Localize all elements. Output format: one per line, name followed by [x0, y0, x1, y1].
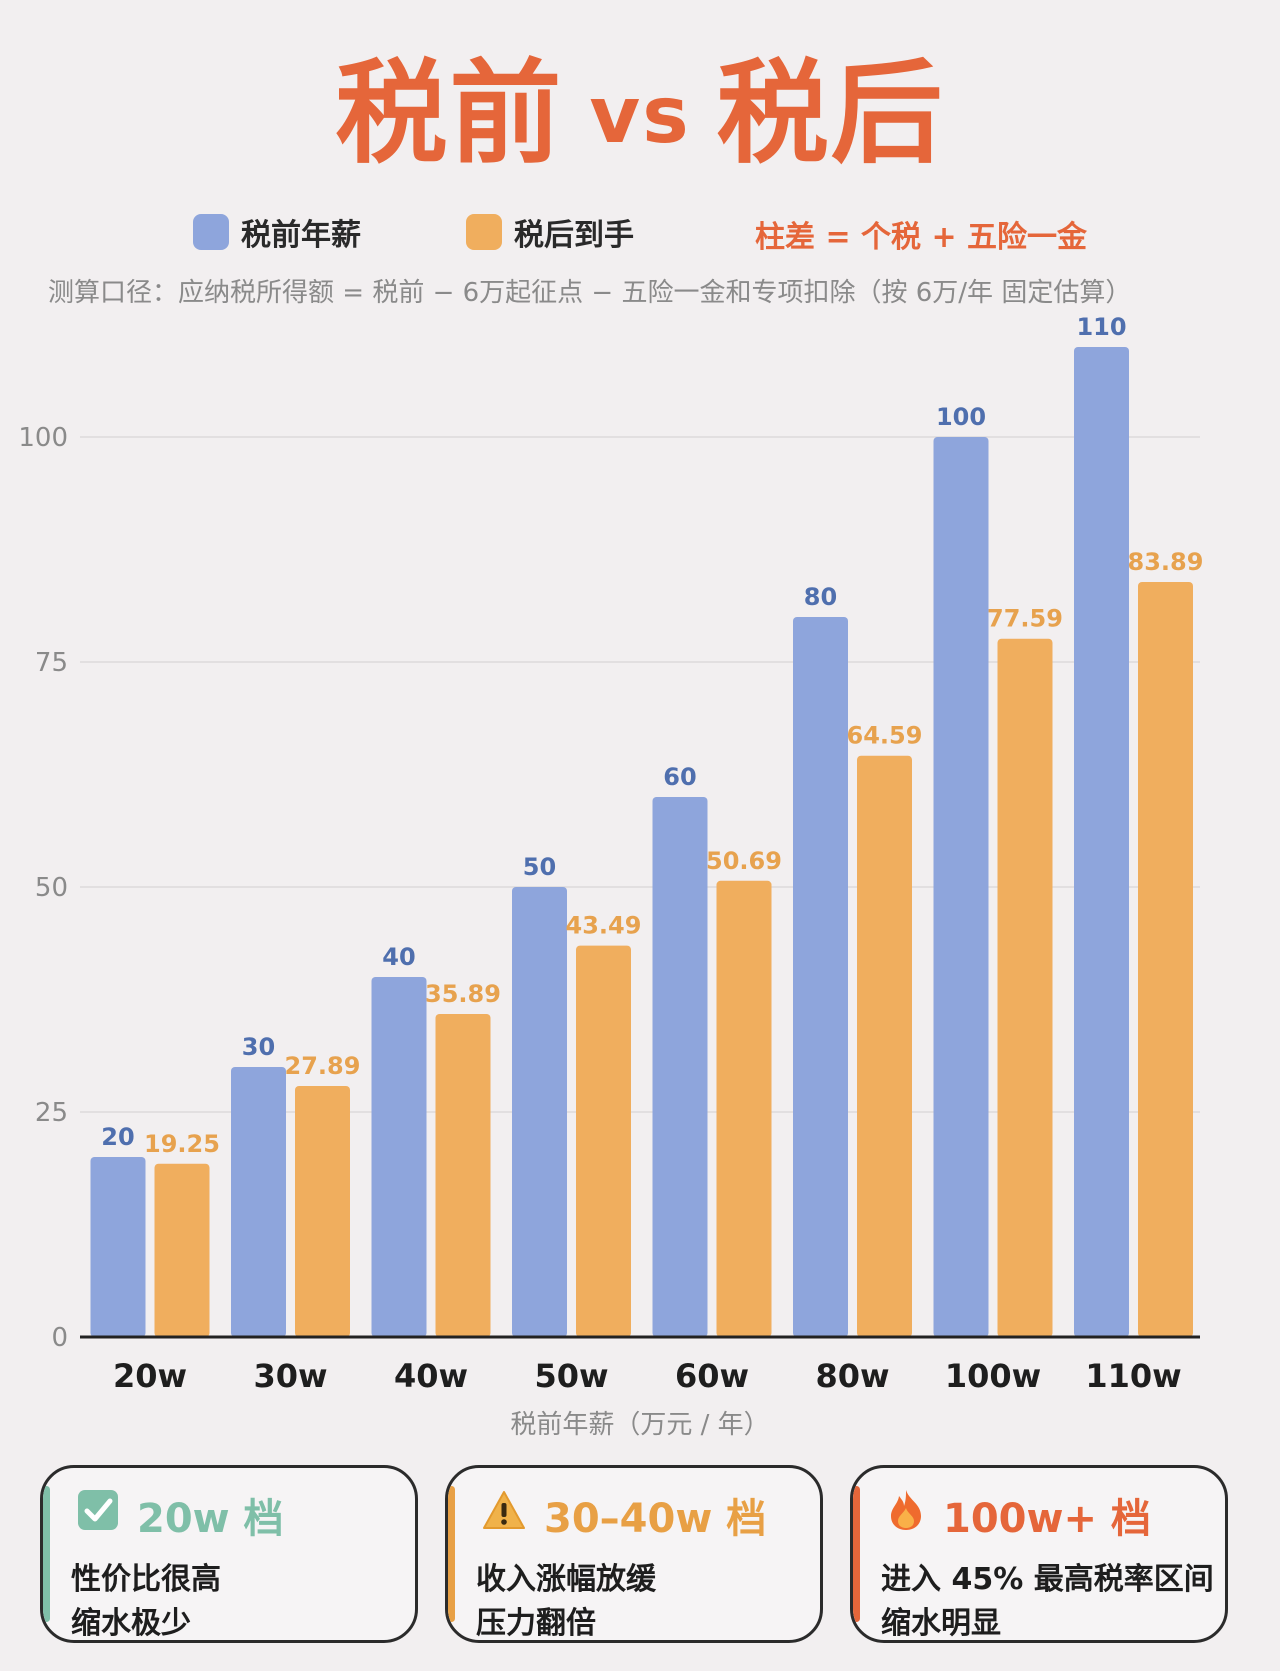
page-title: 税前 vs 税后	[0, 58, 1280, 170]
warning-icon	[482, 1490, 526, 1540]
data-label: 35.89	[425, 980, 501, 1008]
x-tick-label: 60w	[675, 1357, 749, 1395]
card-line-1: 收入涨幅放缓	[476, 1562, 656, 1597]
bar-post-tax	[716, 880, 772, 1337]
data-label: 100	[936, 403, 986, 431]
legend-item-post: 税后到手	[466, 210, 634, 254]
data-label: 20	[101, 1123, 134, 1151]
card-heading-text: 20w 档	[137, 1496, 284, 1542]
legend-swatch-pre	[193, 214, 229, 250]
bar-pre-tax	[793, 617, 848, 1337]
data-label: 80	[804, 583, 837, 611]
data-label: 30	[242, 1033, 275, 1061]
bar-post-tax	[997, 638, 1053, 1337]
bar-post-tax	[857, 755, 912, 1337]
fire-icon	[887, 1488, 925, 1542]
card-accent-bar	[853, 1486, 860, 1622]
bar-pre-tax	[90, 1157, 146, 1337]
x-tick-label: 30w	[253, 1357, 327, 1395]
data-label: 50.69	[706, 847, 782, 875]
bar-pre-tax	[371, 977, 427, 1337]
summary-card-100w: 100w+ 档 进入 45% 最高税率区间 缩水明显	[850, 1465, 1228, 1643]
data-label: 50	[523, 853, 556, 881]
x-tick-label: 50w	[534, 1357, 608, 1395]
title-post: 税后	[716, 49, 945, 179]
chart-legend: 税前年薪 税后到手 柱差 = 个税 + 五险一金	[0, 210, 1280, 258]
card-accent-bar	[448, 1486, 455, 1622]
bar-pre-tax	[231, 1067, 286, 1337]
card-line-2: 压力翻倍	[476, 1606, 596, 1641]
data-label: 64.59	[847, 722, 923, 750]
legend-item-pre: 税前年薪	[193, 210, 361, 254]
y-tick-label: 0	[51, 1323, 68, 1353]
legend-label-post: 税后到手	[514, 218, 634, 253]
x-tick-label: 80w	[815, 1357, 889, 1395]
card-line-1: 性价比很高	[71, 1562, 221, 1597]
bar-post-tax	[435, 1013, 491, 1337]
legend-note: 柱差 = 个税 + 五险一金	[755, 220, 1088, 255]
card-heading: 30–40w 档	[482, 1486, 766, 1544]
bar-post-tax	[576, 945, 631, 1337]
bar-post-tax	[154, 1163, 210, 1337]
x-tick-label: 20w	[113, 1357, 187, 1395]
bar-post-tax	[295, 1085, 350, 1337]
data-label: 43.49	[566, 912, 642, 940]
card-line-2: 缩水极少	[71, 1606, 191, 1641]
card-heading: 100w+ 档	[887, 1486, 1151, 1544]
card-accent-bar	[43, 1486, 50, 1622]
card-line-2: 缩水明显	[881, 1606, 1001, 1641]
card-heading-text: 100w+ 档	[943, 1496, 1151, 1542]
data-label: 60	[663, 763, 696, 791]
data-label: 77.59	[987, 605, 1063, 633]
card-heading: 20w 档	[77, 1486, 284, 1544]
y-tick-label: 100	[18, 423, 68, 453]
data-label: 19.25	[144, 1130, 220, 1158]
summary-card-30-40w: 30–40w 档 收入涨幅放缓 压力翻倍	[445, 1465, 823, 1643]
title-vs: vs	[589, 71, 691, 161]
legend-swatch-post	[466, 214, 502, 250]
data-label: 27.89	[285, 1052, 361, 1080]
x-tick-label: 110w	[1085, 1357, 1181, 1395]
summary-card-20w: 20w 档 性价比很高 缩水极少	[40, 1465, 418, 1643]
bar-pre-tax	[1074, 347, 1129, 1337]
calc-caption: 测算口径：应纳税所得额 = 税前 − 6万起征点 − 五险一金和专项扣除（按 6…	[48, 278, 1132, 308]
data-label: 40	[382, 943, 415, 971]
legend-label-pre: 税前年薪	[241, 218, 361, 253]
bar-pre-tax	[933, 437, 989, 1337]
y-tick-label: 25	[35, 1098, 68, 1128]
bar-pre-tax	[512, 887, 567, 1337]
y-tick-label: 50	[35, 873, 68, 903]
data-label: 83.89	[1128, 548, 1204, 576]
data-label: 110	[1076, 313, 1126, 341]
card-line-1: 进入 45% 最高税率区间	[881, 1562, 1214, 1597]
bar-pre-tax	[652, 797, 708, 1337]
x-axis-title: 税前年薪（万元 / 年）	[510, 1410, 769, 1440]
title-pre: 税前	[335, 49, 564, 179]
check-icon	[77, 1489, 119, 1541]
x-tick-label: 100w	[945, 1357, 1041, 1395]
y-tick-label: 75	[35, 648, 68, 678]
bar-post-tax	[1138, 581, 1193, 1337]
card-heading-text: 30–40w 档	[544, 1496, 767, 1542]
x-tick-label: 40w	[394, 1357, 468, 1395]
bar-chart: 0 25 50 75 100 20 19.25 20w 30 27.89 30w 40 35.89 40w…	[18, 313, 1204, 1440]
